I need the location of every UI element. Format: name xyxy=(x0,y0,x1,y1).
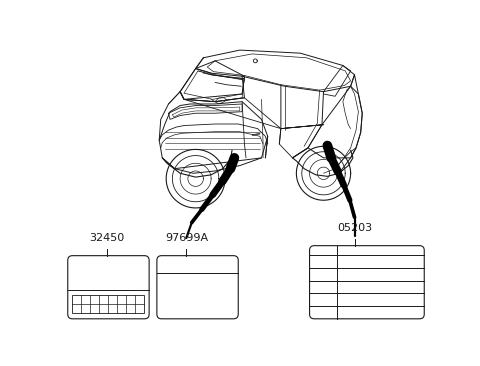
FancyBboxPatch shape xyxy=(68,256,149,319)
Bar xyxy=(72,295,144,313)
Text: 32450: 32450 xyxy=(89,232,124,243)
FancyBboxPatch shape xyxy=(157,256,238,319)
Text: 05203: 05203 xyxy=(337,223,372,232)
Text: 97699A: 97699A xyxy=(165,232,208,243)
FancyBboxPatch shape xyxy=(310,246,424,319)
